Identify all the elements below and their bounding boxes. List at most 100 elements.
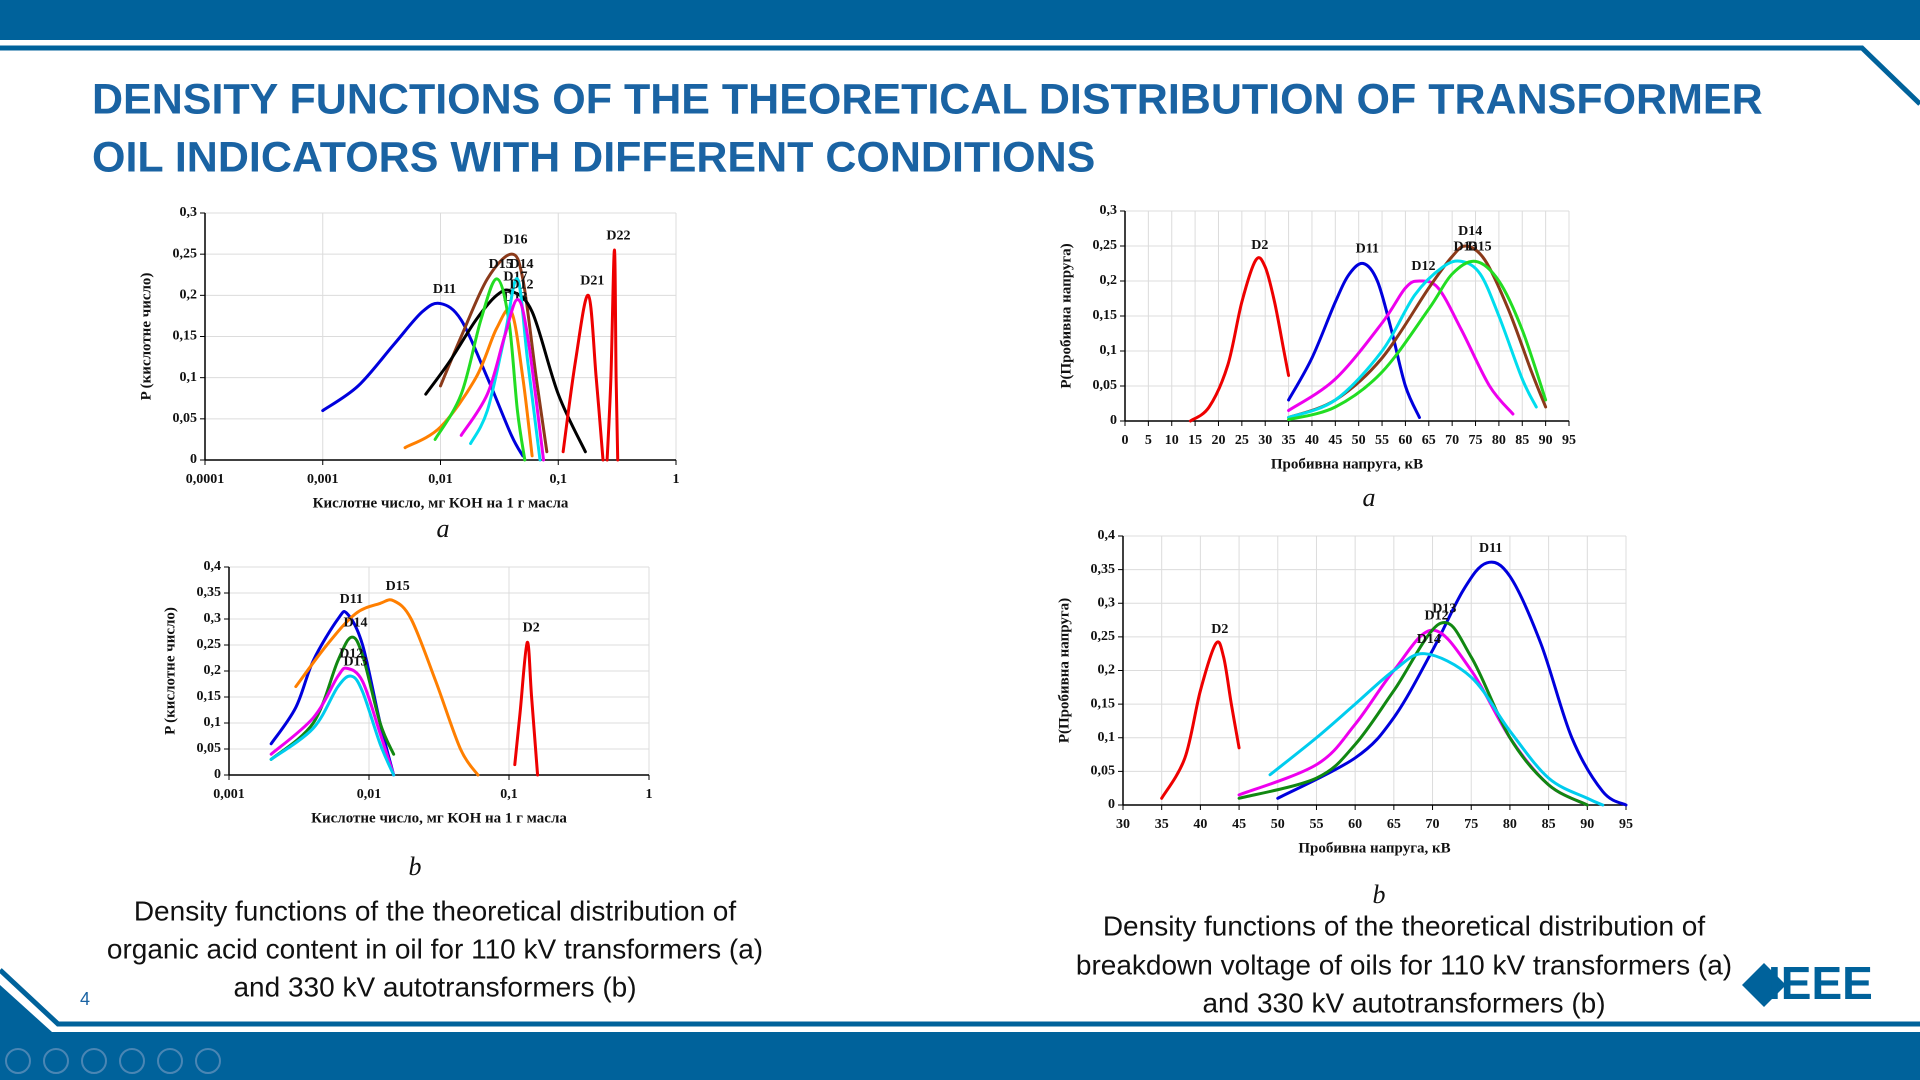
x-tick-label: 0,01: [357, 787, 382, 802]
series-label: D2: [1211, 622, 1228, 637]
nav-zoom[interactable]: [157, 1048, 183, 1074]
y-axis-label: P(Пробивна напруга): [1056, 598, 1072, 743]
y-tick-label: 0,25: [173, 246, 198, 261]
y-tick-label: 0,4: [1098, 528, 1116, 543]
caption-line: breakdown voltage of oils for 110 kV tra…: [1076, 949, 1732, 980]
nav-more[interactable]: [195, 1048, 221, 1074]
x-tick-label: 0,01: [428, 472, 453, 487]
series-label: D2: [1251, 238, 1268, 253]
y-tick-label: 0,3: [204, 611, 222, 626]
series-label: D22: [606, 228, 630, 243]
curve: [269, 666, 396, 777]
chart: 0 0,05 0,1 0,15 0,2 0,25 0,3 0,35 0,4 30 35 40 45 50 5…: [1056, 528, 1633, 909]
curve: [269, 635, 396, 761]
x-tick-label: 65: [1387, 817, 1401, 832]
nav-icons: [5, 1048, 221, 1074]
series-label: D14: [509, 257, 533, 272]
curve: [1287, 279, 1515, 416]
x-tick-label: 50: [1352, 433, 1366, 448]
series-label: D12: [509, 278, 533, 293]
x-tick-label: 35: [1282, 433, 1296, 448]
curve: [1268, 652, 1605, 807]
x-tick-label: 40: [1193, 817, 1207, 832]
x-tick-label: 45: [1232, 817, 1246, 832]
curve: [321, 301, 525, 458]
chart: 0 0,05 0,1 0,15 0,2 0,25 0,3 0 5 10 15 20 25 30 35 40 45…: [1058, 203, 1576, 512]
series-label: D12: [1424, 608, 1448, 623]
curve: [513, 640, 540, 777]
slide-title-line: DENSITY FUNCTIONS OF THE THEORETICAL DIS…: [92, 75, 1763, 123]
series-label: D15: [1467, 240, 1491, 255]
x-tick-label: 55: [1309, 817, 1323, 832]
caption-line: and 330 kV autotransformers (b): [1202, 987, 1605, 1018]
x-tick-label: 0,001: [213, 787, 245, 802]
nav-pen[interactable]: [81, 1048, 107, 1074]
chart: 0 0,05 0,1 0,15 0,2 0,25 0,3 0,0001 0,001 0,01 0,1…: [138, 205, 679, 543]
x-tick-label: 80: [1492, 433, 1506, 448]
y-tick-label: 0,4: [204, 559, 222, 574]
x-tick-label: 60: [1348, 817, 1362, 832]
y-tick-label: 0,35: [1091, 562, 1116, 577]
series-label: D12: [339, 647, 363, 662]
y-tick-label: 0,05: [197, 741, 222, 756]
y-tick-label: 0,2: [204, 663, 222, 678]
x-tick-label: 95: [1619, 817, 1633, 832]
series-label: D14: [1458, 224, 1482, 239]
caption-line: organic acid content in oil for 110 kV t…: [107, 933, 763, 964]
x-tick-label: 0,1: [500, 787, 518, 802]
y-tick-label: 0,15: [1091, 696, 1116, 711]
series-label: D11: [340, 592, 363, 607]
nav-prev[interactable]: [5, 1048, 31, 1074]
curve: [294, 598, 480, 777]
curve: [605, 248, 620, 462]
nav-next[interactable]: [43, 1048, 69, 1074]
curve: [1287, 259, 1548, 422]
curve: [1287, 261, 1421, 419]
caption-line: Density functions of the theoretical dis…: [1103, 910, 1706, 941]
y-tick-label: 0,15: [173, 329, 198, 344]
y-tick-label: 0,35: [197, 585, 222, 600]
y-tick-label: 0,15: [197, 689, 222, 704]
y-tick-label: 0,1: [1100, 343, 1118, 358]
nav-slides[interactable]: [119, 1048, 145, 1074]
chart: 0 0,05 0,1 0,15 0,2 0,25 0,3 0,35 0,4 0,001 0,01 0,…: [162, 559, 652, 881]
x-tick-label: 90: [1539, 433, 1553, 448]
bottom-bar: [0, 985, 1920, 1080]
caption-line: and 330 kV autotransformers (b): [233, 971, 636, 1002]
x-tick-label: 60: [1398, 433, 1412, 448]
curve: [1276, 560, 1628, 807]
x-tick-label: 1: [673, 472, 680, 487]
series-label: D13: [1453, 240, 1477, 255]
curve: [1237, 621, 1589, 807]
x-tick-label: 0,0001: [186, 472, 225, 487]
y-tick-label: 0,2: [1098, 663, 1116, 678]
x-tick-label: 1: [646, 787, 653, 802]
y-tick-label: 0,1: [1098, 730, 1116, 745]
curve: [424, 288, 587, 454]
x-tick-label: 10: [1165, 433, 1179, 448]
y-axis-label: P (кислотне число): [162, 607, 178, 735]
series-label: D13: [1432, 602, 1456, 617]
y-tick-label: 0,3: [1100, 203, 1118, 218]
y-axis-label: P(Пробивна напруга): [1058, 243, 1074, 388]
y-tick-label: 0: [1110, 413, 1117, 428]
series-label: D11: [1356, 242, 1379, 257]
top-rule: [0, 45, 1920, 106]
x-tick-label: 15: [1188, 433, 1202, 448]
caption-line: Density functions of the theoretical dis…: [134, 895, 737, 926]
curve: [269, 674, 396, 777]
x-tick-label: 85: [1515, 433, 1529, 448]
x-tick-label: 5: [1145, 433, 1152, 448]
x-tick-label: 25: [1235, 433, 1249, 448]
x-tick-label: 95: [1562, 433, 1576, 448]
x-tick-label: 65: [1422, 433, 1436, 448]
x-tick-label: 75: [1464, 817, 1478, 832]
logo-text: IEEE: [1768, 957, 1873, 1009]
x-tick-label: 90: [1580, 817, 1594, 832]
logo: IEEE: [1742, 957, 1873, 1009]
y-tick-label: 0,2: [1100, 273, 1118, 288]
x-tick-label: 0,1: [550, 472, 568, 487]
x-tick-label: 55: [1375, 433, 1389, 448]
x-tick-label: 30: [1116, 817, 1130, 832]
